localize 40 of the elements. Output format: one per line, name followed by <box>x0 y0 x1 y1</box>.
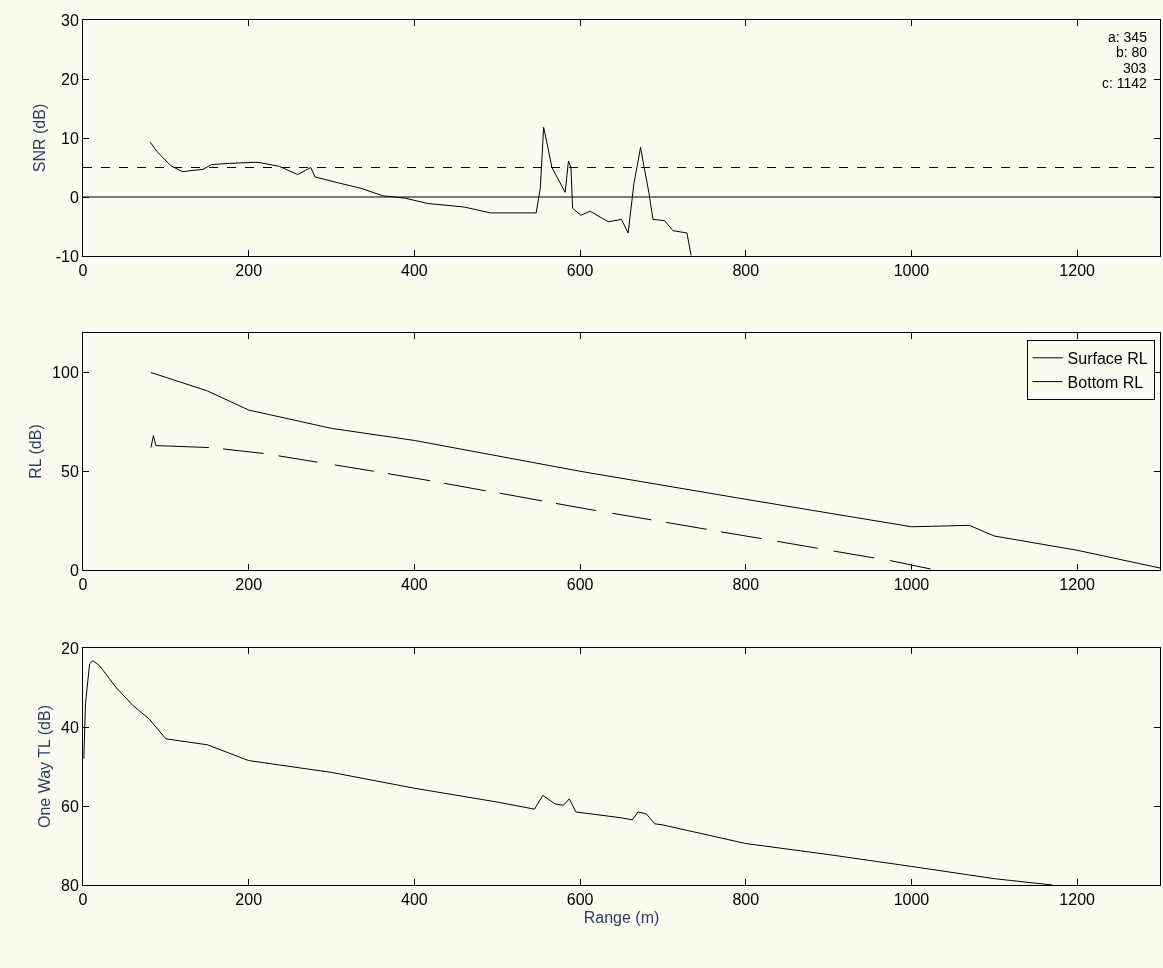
x-tick-label: 200 <box>235 891 263 909</box>
y-tick-label: 60 <box>61 797 79 815</box>
y-tick-label: 30 <box>61 11 79 29</box>
legend-label: Surface RL <box>1067 350 1148 368</box>
x-tick-label: 600 <box>566 891 594 909</box>
annotation: 303 <box>1123 60 1147 76</box>
x-tick-label: 600 <box>566 262 594 280</box>
x-tick-label: 200 <box>235 576 263 594</box>
x-axis-title: Range (m) <box>583 908 660 926</box>
y-axis-title: RL (dB) <box>27 424 44 479</box>
y-tick-label: 20 <box>61 70 79 88</box>
x-tick-label: 1200 <box>1059 576 1096 594</box>
x-tick-label: 400 <box>401 262 428 280</box>
x-tick-label: 400 <box>401 576 428 594</box>
y-tick-label: 0 <box>69 188 79 206</box>
annotation: a: 345 <box>1108 29 1148 45</box>
y-tick-label: -10 <box>55 247 79 265</box>
y-tick-label: 0 <box>69 561 79 579</box>
y-tick-label: 100 <box>52 364 79 382</box>
x-tick-label: 600 <box>566 576 594 594</box>
annotation: c: 1142 <box>1102 75 1148 91</box>
x-tick-label: 1200 <box>1059 891 1096 909</box>
x-tick-label: 800 <box>732 262 760 280</box>
x-tick-label: 200 <box>235 262 263 280</box>
x-tick-label: 1200 <box>1059 262 1096 280</box>
y-axis-title: One Way TL (dB) <box>35 705 53 828</box>
x-tick-label: 800 <box>732 576 760 594</box>
x-tick-label: 800 <box>732 891 760 909</box>
y-axis-title: SNR (dB) <box>30 103 48 173</box>
legend-label: Bottom RL <box>1067 373 1144 391</box>
x-tick-label: 1000 <box>893 262 930 280</box>
y-tick-label: 80 <box>61 876 79 894</box>
x-tick-label: 400 <box>401 891 428 909</box>
y-tick-label: 20 <box>61 639 79 657</box>
x-tick-label: 1000 <box>893 576 930 594</box>
y-tick-label: 10 <box>61 129 79 147</box>
y-tick-label: 50 <box>61 462 79 480</box>
x-tick-label: 1000 <box>893 891 930 909</box>
annotation: b: 80 <box>1116 44 1148 60</box>
y-tick-label: 40 <box>61 718 79 736</box>
